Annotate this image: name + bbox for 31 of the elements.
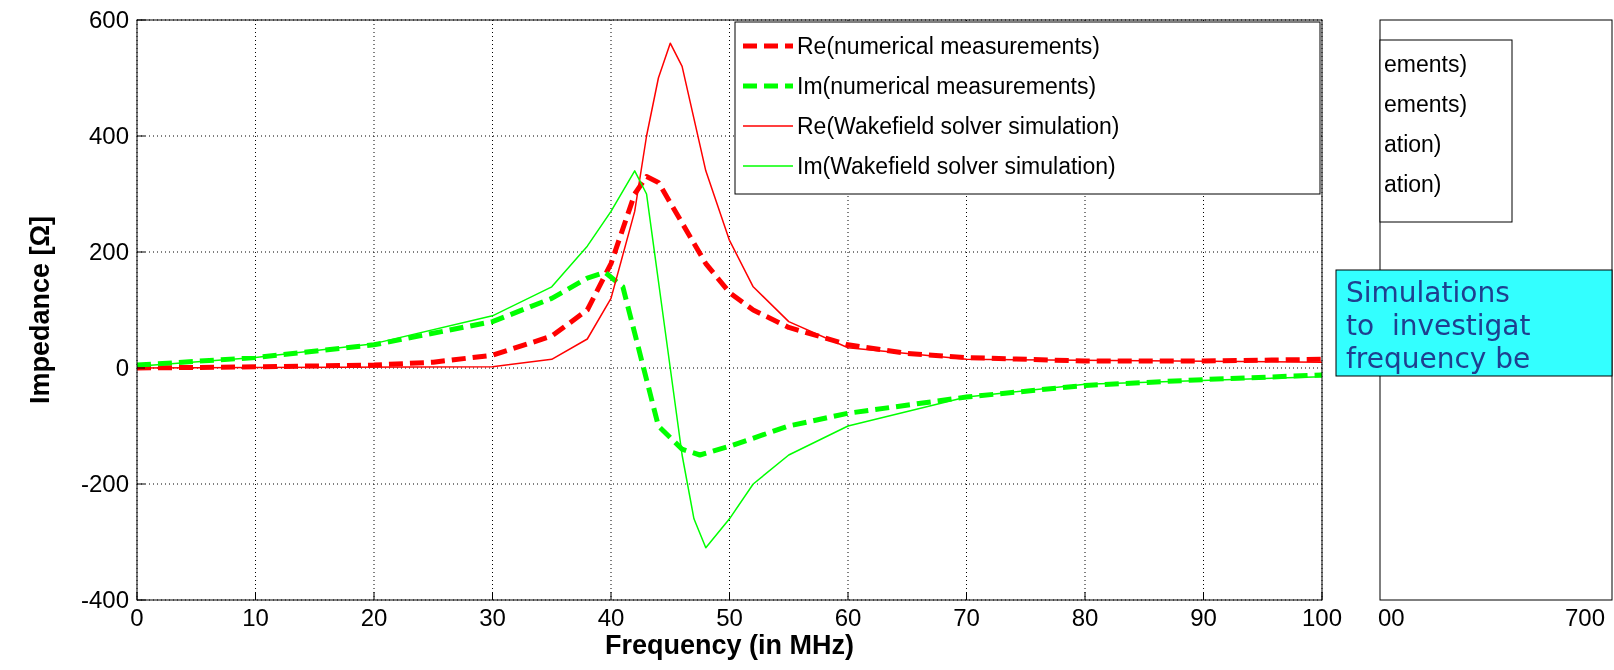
x-tick-label: 30 — [479, 604, 506, 631]
y-tick-label: 600 — [88, 6, 129, 33]
x-tick-label: 20 — [360, 604, 388, 631]
text: 700 — [1565, 604, 1606, 631]
y-tick-label: 400 — [88, 122, 129, 149]
x-tick-label: 50 — [716, 604, 743, 631]
y-tick-label: 200 — [88, 238, 129, 265]
x-tick-label: 60 — [834, 604, 862, 631]
x-tick-label: 40 — [597, 604, 625, 631]
legend-label: Re(Wakefield solver simulation) — [797, 113, 1120, 139]
x-tick-label: 90 — [1190, 604, 1217, 631]
y-tick-label: -400 — [80, 586, 129, 613]
legend-label: Im(Wakefield solver simulation) — [797, 153, 1116, 179]
y-axis-title: Impedance [Ω] — [25, 215, 55, 405]
x-axis-title: Frequency (in MHz) — [604, 630, 855, 660]
x-tick-label: 70 — [953, 604, 980, 631]
text: ation) — [1384, 131, 1442, 157]
text: ation) — [1384, 171, 1442, 197]
legend-label: Re(numerical measurements) — [797, 33, 1100, 59]
x-tick-label: 80 — [1071, 604, 1099, 631]
text: Simulations — [1346, 276, 1510, 309]
text: ements) — [1384, 91, 1468, 117]
text: 00 — [1378, 604, 1405, 631]
text: ements) — [1384, 51, 1468, 77]
y-tick-label: -200 — [80, 470, 129, 497]
y-tick-label: 0 — [115, 354, 129, 381]
x-tick-label: 100 — [1301, 604, 1343, 631]
x-tick-label: 10 — [242, 604, 269, 631]
text: to investigat — [1346, 309, 1531, 342]
text: frequency be — [1346, 342, 1531, 375]
legend-label: Im(numerical measurements) — [797, 73, 1097, 99]
